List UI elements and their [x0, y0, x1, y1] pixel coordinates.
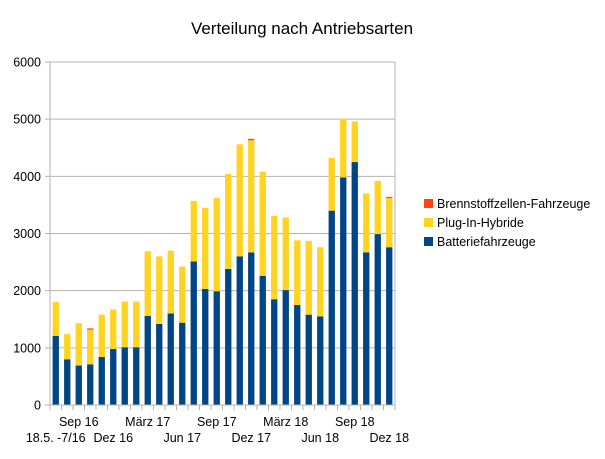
bar-batteriefahrzeuge-11 — [179, 322, 186, 405]
bar-plug-in-hybride-29 — [386, 198, 393, 248]
bar-batteriefahrzeuge-10 — [167, 313, 174, 405]
bar-plug-in-hybride-13 — [202, 207, 209, 289]
legend-swatch-brennstoffzellen-fahrzeuge — [424, 199, 433, 208]
bar-batteriefahrzeuge-3 — [87, 364, 94, 405]
bar-plug-in-hybride-6 — [121, 301, 128, 348]
bar-batteriefahrzeuge-29 — [386, 247, 393, 405]
bar-batteriefahrzeuge-18 — [259, 275, 266, 405]
bar-brennstoffzellen-fahrzeuge-17 — [248, 138, 255, 141]
bar-batteriefahrzeuge-13 — [202, 288, 209, 405]
bar-batteriefahrzeuge-27 — [363, 252, 370, 405]
bar-batteriefahrzeuge-28 — [374, 234, 381, 405]
chart-title: Verteilung nach Antriebsarten — [191, 19, 413, 38]
bar-batteriefahrzeuge-8 — [144, 315, 151, 405]
bar-batteriefahrzeuge-6 — [121, 347, 128, 405]
bar-plug-in-hybride-2 — [75, 323, 82, 366]
legend-swatch-plug-in-hybride — [424, 218, 433, 227]
bar-plug-in-hybride-24 — [328, 158, 335, 211]
bar-batteriefahrzeuge-15 — [225, 268, 232, 405]
bar-plug-in-hybride-21 — [294, 240, 301, 305]
bar-batteriefahrzeuge-20 — [282, 290, 289, 405]
x-tick-label: Sep 18 — [335, 415, 375, 429]
bar-batteriefahrzeuge-19 — [271, 299, 278, 405]
x-tick-label: Dez 17 — [231, 431, 271, 445]
legend: Brennstoffzellen-Fahrzeuge Plug-In-Hybrid… — [424, 197, 590, 249]
bar-plug-in-hybride-20 — [282, 217, 289, 291]
bar-batteriefahrzeuge-12 — [190, 261, 197, 405]
bar-plug-in-hybride-12 — [190, 200, 197, 262]
bar-batteriefahrzeuge-5 — [110, 348, 117, 405]
bar-plug-in-hybride-26 — [351, 121, 358, 163]
x-tick-label: Sep 17 — [197, 415, 237, 429]
bar-plug-in-hybride-15 — [225, 174, 232, 269]
x-tick-label: Dez 16 — [93, 431, 133, 445]
bar-batteriefahrzeuge-1 — [64, 359, 71, 405]
bar-batteriefahrzeuge-4 — [98, 356, 105, 405]
bars — [52, 118, 393, 405]
bar-plug-in-hybride-7 — [133, 301, 140, 348]
x-tick-label: Sep 16 — [59, 415, 99, 429]
bar-plug-in-hybride-18 — [259, 171, 266, 276]
legend-label: Brennstoffzellen-Fahrzeuge — [437, 197, 590, 211]
bar-batteriefahrzeuge-23 — [317, 316, 324, 405]
bar-batteriefahrzeuge-0 — [52, 335, 59, 405]
bar-plug-in-hybride-8 — [144, 251, 151, 316]
bar-batteriefahrzeuge-22 — [305, 314, 312, 405]
legend-label: Plug-In-Hybride — [437, 216, 524, 230]
y-tick-label: 6000 — [13, 56, 41, 70]
bar-batteriefahrzeuge-17 — [248, 252, 255, 405]
y-axis-ticks: 0 1000 2000 3000 4000 5000 6000 — [13, 56, 50, 413]
legend-swatch-batteriefahrzeuge — [424, 237, 433, 246]
bar-batteriefahrzeuge-9 — [156, 323, 163, 405]
bar-plug-in-hybride-14 — [213, 198, 220, 292]
bar-plug-in-hybride-25 — [340, 118, 347, 178]
bar-batteriefahrzeuge-2 — [75, 365, 82, 405]
bar-plug-in-hybride-16 — [236, 144, 243, 257]
bar-plug-in-hybride-17 — [248, 140, 255, 253]
y-tick-label: 1000 — [13, 341, 41, 355]
x-tick-label: 18.5. -7/16 — [26, 431, 86, 445]
bar-plug-in-hybride-10 — [167, 250, 174, 314]
x-tick-label: Dez 18 — [369, 431, 409, 445]
x-tick-label: Jun 18 — [301, 431, 339, 445]
bar-batteriefahrzeuge-26 — [351, 162, 358, 405]
bar-plug-in-hybride-22 — [305, 240, 312, 315]
bar-plug-in-hybride-27 — [363, 193, 370, 253]
bar-brennstoffzellen-fahrzeuge-3 — [87, 328, 94, 330]
x-tick-label: März 18 — [263, 415, 308, 429]
bar-plug-in-hybride-11 — [179, 266, 186, 323]
bar-plug-in-hybride-3 — [87, 329, 94, 365]
y-tick-label: 3000 — [13, 227, 41, 241]
y-tick-label: 0 — [34, 399, 41, 413]
y-tick-label: 2000 — [13, 284, 41, 298]
bar-plug-in-hybride-1 — [64, 334, 71, 360]
bar-plug-in-hybride-9 — [156, 256, 163, 324]
bar-plug-in-hybride-23 — [317, 247, 324, 317]
bar-batteriefahrzeuge-14 — [213, 291, 220, 405]
gridlines — [50, 61, 395, 406]
x-tick-label: März 17 — [125, 415, 170, 429]
bar-batteriefahrzeuge-24 — [328, 210, 335, 405]
bar-plug-in-hybride-28 — [374, 180, 381, 235]
bar-batteriefahrzeuge-21 — [294, 304, 301, 405]
bar-batteriefahrzeuge-7 — [133, 347, 140, 405]
y-tick-label: 5000 — [13, 113, 41, 127]
bar-plug-in-hybride-19 — [271, 215, 278, 300]
legend-label: Batteriefahrzeuge — [437, 235, 536, 249]
x-tick-label: Jun 17 — [163, 431, 201, 445]
y-tick-label: 4000 — [13, 170, 41, 184]
bar-plug-in-hybride-0 — [52, 302, 59, 336]
bar-plug-in-hybride-4 — [98, 314, 105, 357]
bar-batteriefahrzeuge-25 — [340, 177, 347, 405]
bar-plug-in-hybride-5 — [110, 309, 117, 349]
x-axis-ticks: 18.5. -7/16 Sep 16 Dez 16 März 17 Jun 17 Sep … — [26, 405, 409, 445]
bar-batteriefahrzeuge-16 — [236, 256, 243, 405]
bar-brennstoffzellen-fahrzeuge-29 — [386, 196, 393, 199]
